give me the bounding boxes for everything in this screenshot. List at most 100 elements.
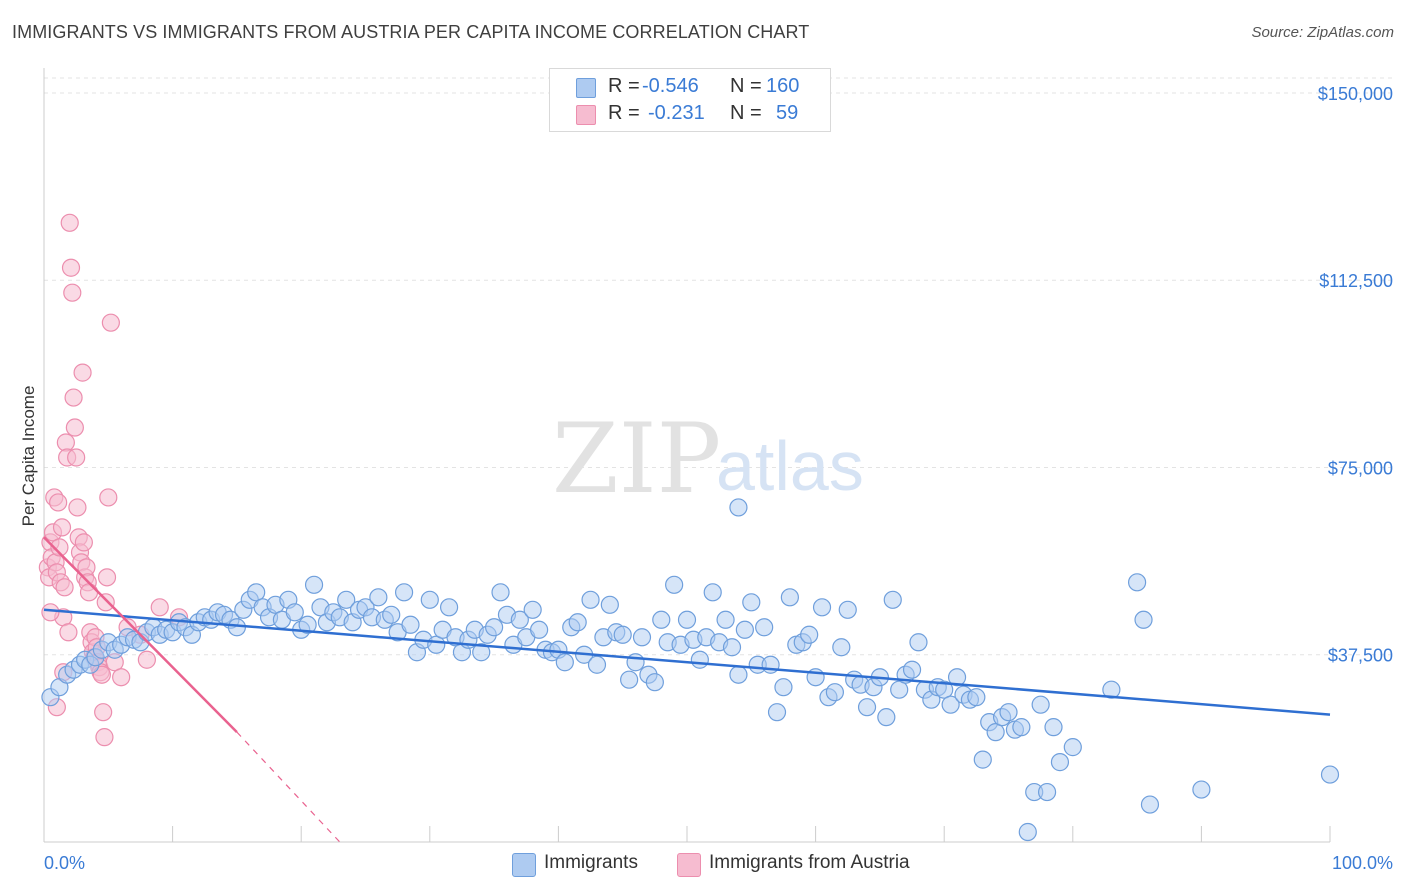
immigrant-point	[600, 595, 619, 614]
y-tick-labels: $37,500 $75,000 $112,500 $150,000	[1318, 84, 1393, 666]
austria-point	[52, 518, 72, 537]
immigrant-point	[1037, 782, 1057, 802]
axes	[43, 68, 1331, 843]
immigrant-points	[41, 498, 1340, 842]
immigrant-point	[369, 588, 388, 607]
austria-point	[50, 538, 69, 557]
immigrant-point	[626, 653, 645, 672]
immigrant-point	[665, 575, 684, 594]
austria-point	[60, 213, 79, 232]
austria-point	[68, 498, 87, 517]
austria-point	[56, 433, 75, 452]
immigrant-point	[999, 703, 1018, 722]
legend-n-value: 160	[766, 75, 800, 97]
immigrant-point	[838, 600, 857, 619]
bottom-legend-label: Immigrants	[544, 852, 638, 873]
immigrant-point	[729, 498, 748, 517]
y-axis-title: Per Capita Income	[19, 386, 38, 527]
immigrant-point	[472, 643, 491, 662]
austria-point	[41, 603, 60, 622]
austria-point	[137, 650, 156, 669]
austria-point	[49, 493, 68, 512]
immigrant-point	[632, 628, 652, 647]
immigrant-point	[812, 598, 832, 617]
y-tick-label: $112,500	[1319, 271, 1393, 291]
immigrant-point	[735, 620, 754, 639]
immigrant-point	[581, 590, 600, 609]
immigrant-point	[832, 638, 851, 657]
austria-point	[67, 448, 86, 467]
immigrant-point	[883, 590, 902, 609]
immigrant-point	[555, 653, 574, 672]
bottom-swatch-immigrants	[512, 853, 536, 877]
immigrant-point	[729, 665, 748, 684]
immigrant-point	[780, 588, 799, 607]
immigrant-point	[304, 575, 324, 594]
legend-r-label: R =	[608, 75, 640, 97]
immigrant-point	[877, 708, 896, 727]
immigrant-point	[1012, 718, 1031, 737]
immigrant-point	[285, 603, 304, 622]
y-tick-label: $150,000	[1318, 84, 1393, 104]
immigrant-point	[1320, 765, 1340, 784]
immigrant-point	[941, 695, 960, 714]
immigrant-point	[800, 625, 819, 644]
austria-point	[112, 668, 131, 687]
austria-point	[74, 533, 93, 552]
immigrant-point	[227, 618, 246, 637]
immigrant-point	[523, 600, 542, 619]
immigrant-point	[298, 615, 317, 634]
y-tick-label: $75,000	[1328, 458, 1393, 478]
austria-point	[65, 418, 84, 437]
immigrant-point	[1127, 573, 1147, 592]
immigrants-trend-line	[43, 608, 1331, 716]
austria-point	[95, 728, 114, 747]
immigrant-point	[530, 620, 549, 639]
austria-point	[59, 623, 78, 642]
immigrant-point	[613, 625, 632, 644]
immigrant-point	[774, 678, 793, 697]
chart-title: IMMIGRANTS VS IMMIGRANTS FROM AUSTRIA PE…	[12, 22, 810, 42]
austria-point	[73, 363, 92, 382]
x-tick-label: 0.0%	[44, 853, 85, 873]
immigrant-point	[620, 670, 639, 689]
immigrant-point	[394, 583, 414, 602]
immigrant-point	[1102, 680, 1121, 699]
austria-point	[101, 313, 120, 332]
austria-point	[96, 593, 115, 612]
legend-n-value: 59	[776, 102, 799, 124]
watermark: ZIP atlas	[552, 403, 864, 515]
immigrant-point	[382, 605, 401, 624]
immigrant-point	[690, 650, 709, 669]
austria-point	[55, 578, 74, 597]
trend-lines	[43, 536, 1331, 843]
immigrant-point	[857, 698, 877, 717]
watermark-zip: ZIP	[552, 403, 721, 515]
y-tick-label: $37,500	[1328, 646, 1393, 666]
immigrant-point	[973, 750, 992, 769]
austria-trend-line	[43, 536, 238, 734]
austria-point	[63, 283, 82, 302]
immigrant-point	[825, 683, 844, 702]
immigrant-point	[485, 618, 504, 637]
immigrant-point	[587, 655, 607, 674]
immigrant-point	[947, 668, 967, 687]
x-tick-labels: 0.0% 100.0%	[44, 853, 1393, 873]
immigrant-point	[247, 583, 266, 602]
legend-n-label: N =	[730, 75, 762, 97]
watermark-atlas: atlas	[716, 427, 864, 505]
immigrant-point	[767, 703, 787, 722]
immigrant-point	[568, 613, 587, 632]
legend-n-label: N =	[730, 102, 762, 124]
austria-point	[61, 258, 81, 277]
austria-point	[94, 703, 113, 722]
correlation-legend: R = -0.546 N = 160 R = -0.231 N = 59	[549, 68, 831, 132]
immigrant-point	[677, 610, 697, 629]
immigrant-point	[337, 590, 356, 609]
source-credit: Source: ZipAtlas.com	[1251, 24, 1394, 41]
legend-swatch-austria	[576, 105, 596, 125]
immigrant-point	[510, 610, 529, 629]
immigrant-point	[420, 590, 439, 609]
immigrant-point	[703, 583, 722, 602]
immigrant-point	[755, 618, 774, 637]
